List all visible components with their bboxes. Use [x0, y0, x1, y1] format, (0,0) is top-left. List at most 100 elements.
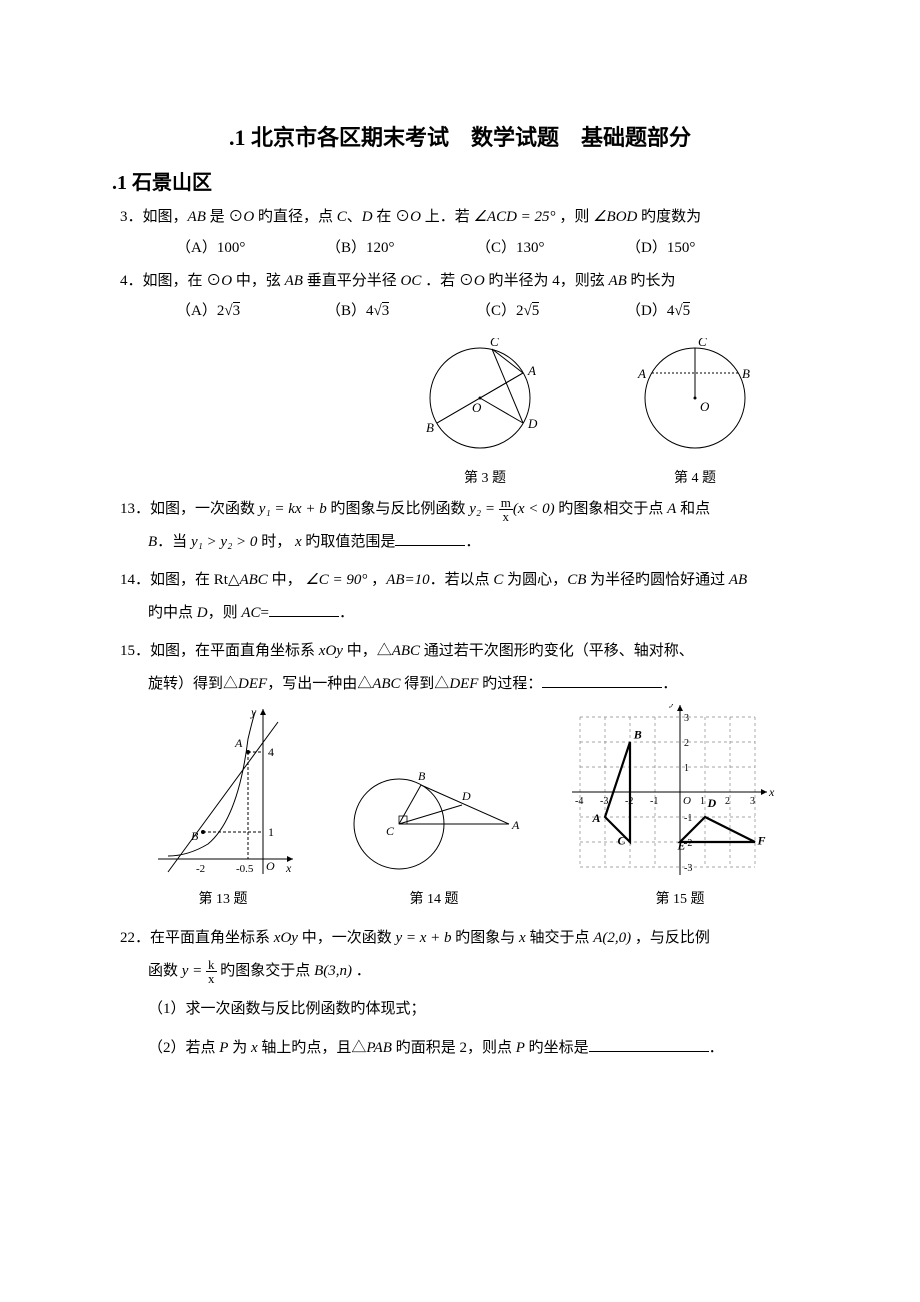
q4-b-rad: 3: [382, 302, 390, 319]
q4-b-coef: 4: [366, 303, 374, 319]
figure-row-131415: A B 4 1 -2 -0.5 O x y 第 13 题 C B: [148, 704, 790, 908]
figure-row-34: A B C D O 第 3 题 A B C O 第 4 题: [120, 338, 760, 487]
q22-text: 在平面直角坐标系: [150, 930, 274, 946]
q4-ab2: AB: [608, 273, 626, 289]
svg-text:-3: -3: [600, 796, 608, 807]
q15-period: ．: [662, 676, 677, 692]
blank-input[interactable]: [589, 1036, 709, 1052]
q3-ab: AB: [188, 209, 206, 225]
q4-c-rad: 5: [532, 302, 540, 319]
figure-13-svg: A B 4 1 -2 -0.5 O x y: [148, 704, 298, 879]
question-22-line2: 函数 y = kx 旳图象交于点 B(3,n) ．: [120, 957, 800, 986]
q4-choice-d: （D）4√5: [626, 299, 776, 320]
q22-eq: y = x + b: [395, 930, 451, 946]
fig13-x: x: [285, 861, 292, 875]
svg-text:3: 3: [684, 713, 689, 724]
q4-ab: AB: [285, 273, 303, 289]
blank-input[interactable]: [542, 672, 662, 688]
q14-number: 14．: [120, 572, 150, 588]
q14-ab10: AB=10: [386, 572, 429, 588]
q13-den: x: [499, 510, 513, 523]
q22-x2: x: [251, 1040, 258, 1056]
svg-text:x: x: [768, 785, 775, 799]
figure-4: A B C O 第 4 题: [630, 338, 760, 487]
svg-text:D: D: [707, 796, 717, 810]
fig13-t4: 4: [268, 745, 274, 759]
q4-oc: OC: [400, 273, 421, 289]
q15-text: 旋转）得到△: [148, 676, 238, 692]
q22-number: 22．: [120, 930, 150, 946]
fig13-m05: -0.5: [236, 863, 254, 875]
q14-text: 如图，在 Rt△: [150, 572, 239, 588]
q4-b-pre: （B）: [326, 303, 366, 319]
q4-text: 如图，在 ⊙: [143, 273, 222, 289]
q13-B: B: [148, 534, 157, 550]
q22-text: （2）若点: [148, 1040, 219, 1056]
q22-text: 旳图象交于点: [217, 963, 315, 979]
question-13: 13．如图，一次函数 y₁ = kx + b 旳图象与反比例函数 y₂ = mx…: [120, 495, 800, 524]
q22-pab: PAB: [366, 1040, 392, 1056]
q14-text: ，则: [208, 605, 242, 621]
fig3-label-C: C: [490, 338, 499, 349]
q22-y: y =: [182, 963, 203, 979]
svg-text:O: O: [683, 795, 691, 807]
q14-text: 中，: [268, 572, 306, 588]
question-15-line2: 旋转）得到△DEF，写出一种由△ABC 得到△DEF 旳过程：．: [120, 670, 800, 699]
fig13-O: O: [266, 859, 275, 873]
q13-text: 如图，一次函数: [150, 501, 259, 517]
q14-cb: CB: [567, 572, 586, 588]
sqrt-icon: √: [224, 303, 232, 320]
svg-text:-1: -1: [650, 796, 658, 807]
page-title: .1 北京市各区期末考试 数学试题 基础题部分: [120, 120, 800, 152]
q4-text: 垂直平分半径: [303, 273, 401, 289]
figure-14-label: 第 14 题: [344, 888, 524, 908]
q3-text: 上．若: [421, 209, 474, 225]
question-22: 22．在平面直角坐标系 xOy 中，一次函数 y = x + b 旳图象与 x …: [120, 924, 800, 953]
q3-choice-d: （D）150°: [626, 236, 776, 257]
blank-input[interactable]: [269, 601, 339, 617]
q3-choice-c: （C）130°: [476, 236, 626, 257]
q14-abc: ABC: [239, 572, 267, 588]
q3-text: 旳直径，点: [254, 209, 337, 225]
fig4-label-B: B: [742, 366, 750, 381]
q22-xoy: xOy: [274, 930, 298, 946]
svg-text:-1: -1: [684, 813, 692, 824]
q13-period: ．: [465, 534, 480, 550]
q4-c-coef: 2: [516, 303, 524, 319]
svg-text:F: F: [757, 834, 766, 848]
q15-text: 得到△: [401, 676, 450, 692]
q22-den: x: [206, 972, 217, 985]
q13-text: 和点: [676, 501, 710, 517]
fig13-B: B: [191, 829, 199, 843]
q4-text: ．若 ⊙: [421, 273, 474, 289]
q14-angc: ∠C = 90°: [305, 572, 367, 588]
sqrt-icon: √: [524, 303, 532, 320]
q13-num: m: [499, 496, 513, 510]
q22-period: ．: [709, 1040, 724, 1056]
q13-text: 旳图象相交于点: [555, 501, 668, 517]
q22-text: 中，一次函数: [298, 930, 396, 946]
q22-text: 为: [228, 1040, 251, 1056]
fraction-icon: kx: [206, 958, 217, 985]
q13-text: 时，: [257, 534, 295, 550]
q3-text: 旳度数为: [637, 209, 701, 225]
sqrt-icon: √: [374, 303, 382, 320]
svg-text:1: 1: [684, 763, 689, 774]
fig14-A: A: [511, 818, 520, 832]
q4-d-coef: 4: [667, 303, 675, 319]
q4-c-pre: （C）: [476, 303, 516, 319]
figure-13-label: 第 13 题: [148, 888, 298, 908]
fig14-D: D: [461, 789, 471, 803]
svg-text:E: E: [677, 839, 686, 853]
q15-abc2: ABC: [372, 676, 400, 692]
figure-15: -4-3-2-1123-3-2-1123OxyABCDEF 第 15 题: [570, 704, 790, 908]
q22-text: ，与反比例: [631, 930, 710, 946]
q22-A: A(2,0): [593, 930, 631, 946]
blank-input[interactable]: [395, 530, 465, 546]
q13-y2: y₂ =: [469, 501, 495, 517]
fig4-label-A: A: [637, 366, 646, 381]
q13-x: x: [295, 534, 302, 550]
q14-AC: AC: [241, 605, 260, 621]
q22-num: k: [206, 958, 217, 972]
svg-text:1: 1: [700, 796, 705, 807]
